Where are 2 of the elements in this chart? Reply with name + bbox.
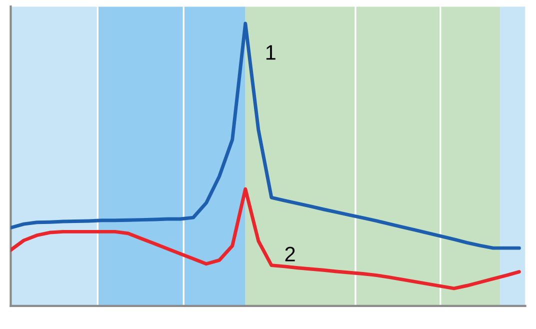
series-label: 2 <box>285 246 295 262</box>
series-label: 1 <box>266 45 276 60</box>
